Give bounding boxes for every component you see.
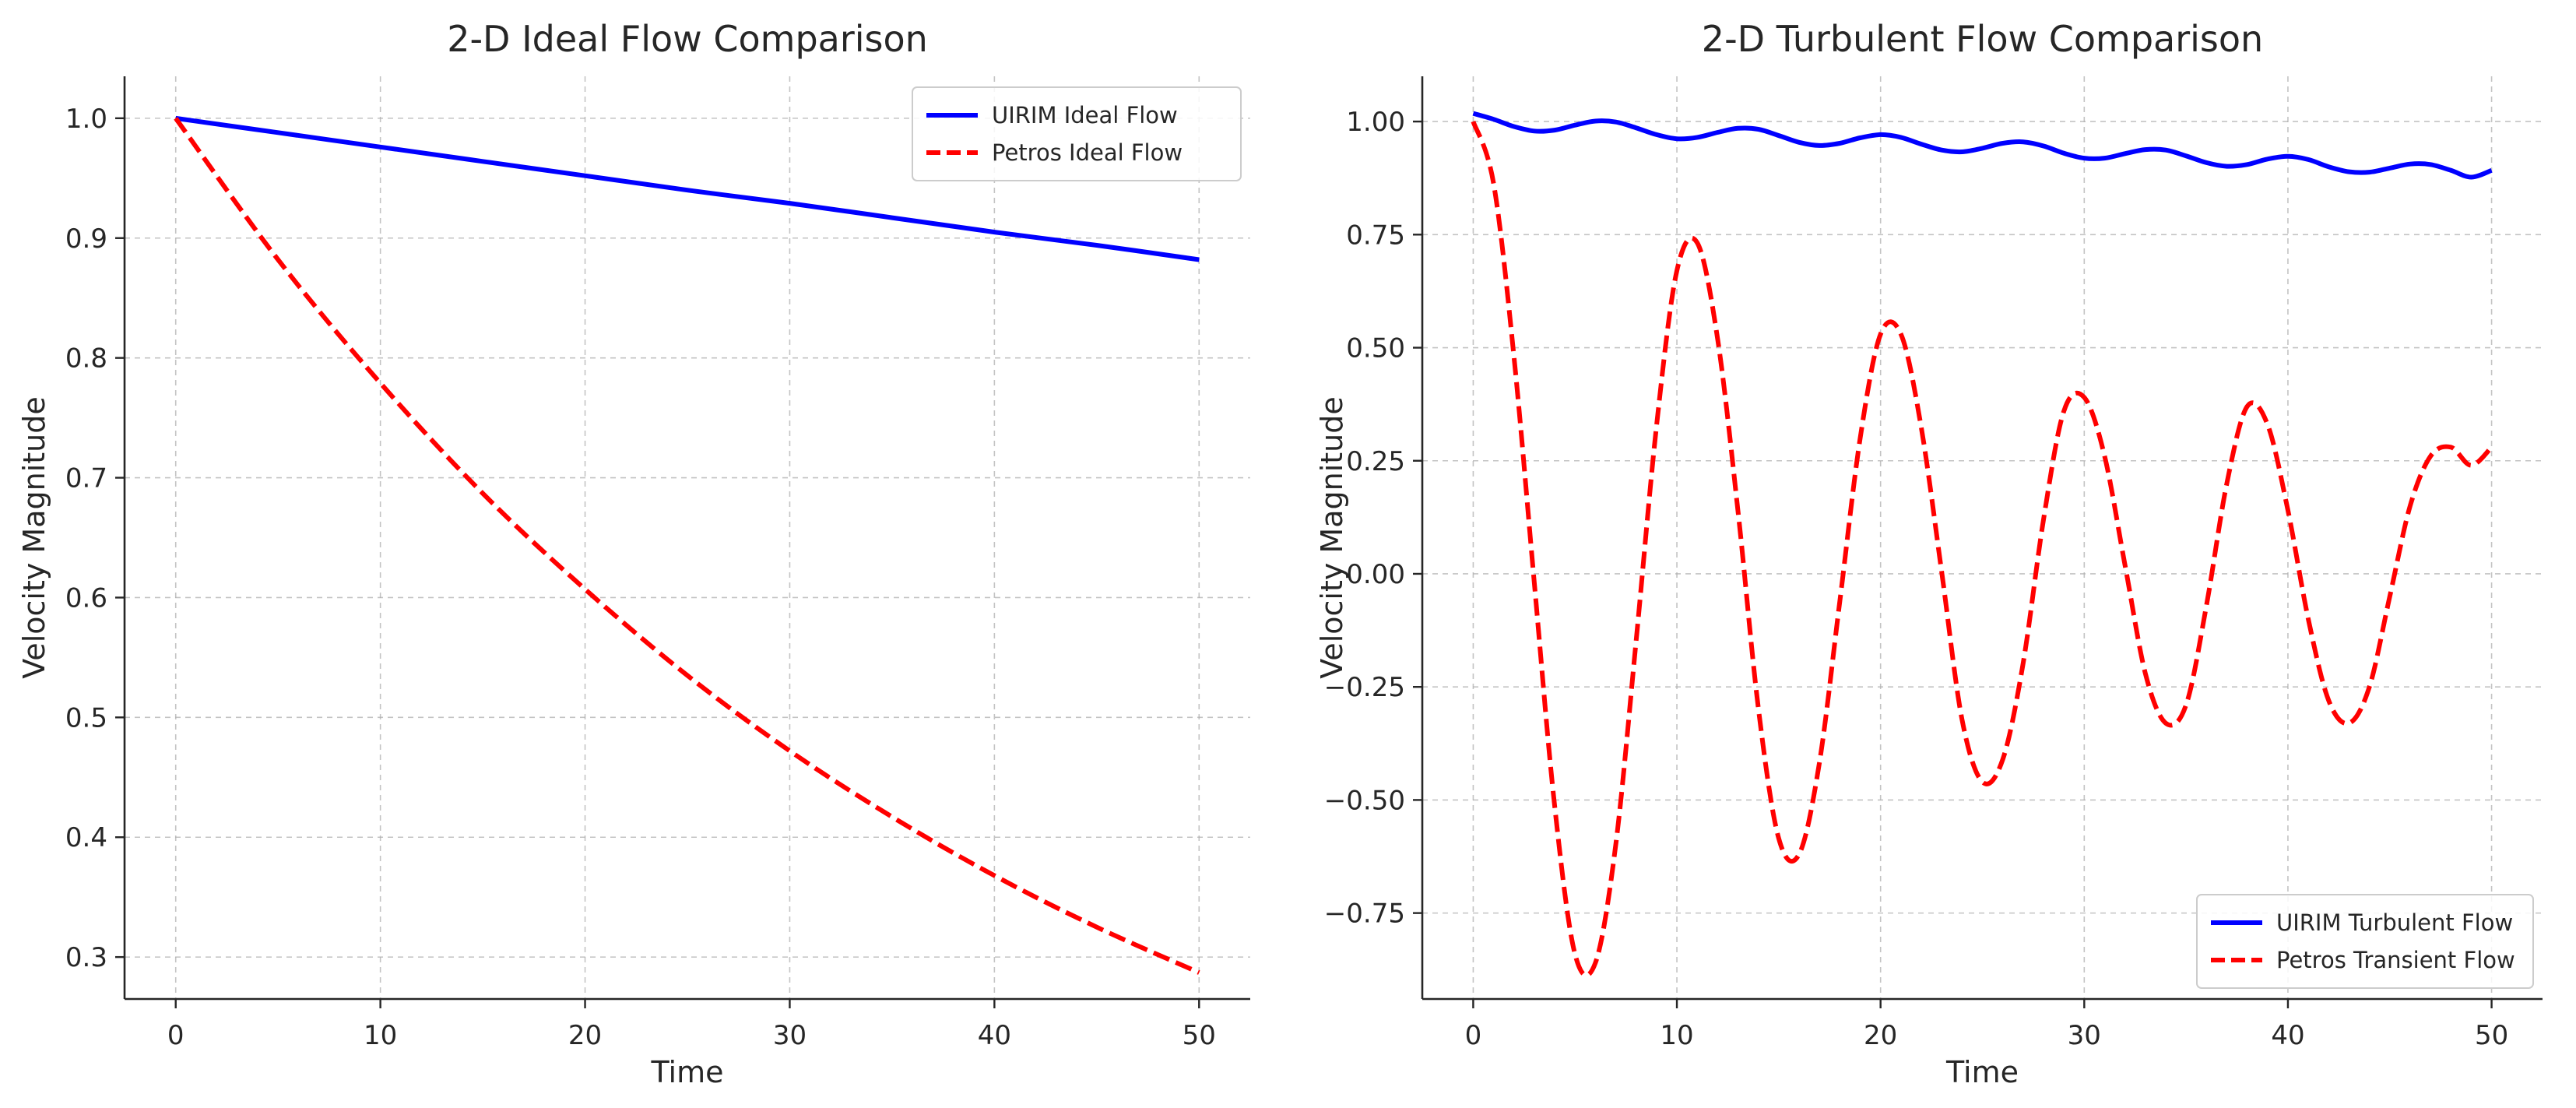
turbulent-flow-ytick-label: 0.25 [1346,446,1405,477]
turbulent-flow-legend-label-petros: Petros Transient Flow [2276,947,2515,973]
ideal-flow-ytick-label: 0.7 [65,463,107,494]
ideal-flow-xtick-label: 50 [1183,1020,1216,1051]
ideal-flow-xtick-label: 40 [978,1020,1011,1051]
turbulent-flow-series [1471,111,2493,978]
turbulent-flow-ytick-label: 0.75 [1346,220,1405,251]
ideal-flow-legend-label-petros: Petros Ideal Flow [992,139,1183,166]
ideal-flow-ticks: 0 10 20 30 40 50 0.3 0.4 0.5 0.6 0.7 0.8 0.9 1.0 [65,104,1216,1051]
turbulent-flow-chart: 0 10 20 30 40 50 −0.75 −0.50 −0.25 0.00 0.25 0.50 0.… [1315,18,2543,1089]
turbulent-flow-ytick-label: 0.00 [1346,559,1405,590]
ideal-flow-series-line-uirim [175,115,1200,262]
ideal-flow-ytick-label: 0.6 [65,582,107,614]
ideal-flow-series-line-petros [174,117,1200,975]
ideal-flow-grid [125,76,1250,999]
turbulent-flow-xtick-label: 20 [1864,1020,1897,1051]
turbulent-flow-ytick-label: 1.00 [1346,107,1405,138]
ideal-flow-ytick-label: 0.4 [65,822,107,853]
turbulent-flow-ylabel: Velocity Magnitude [1315,396,1349,678]
ideal-flow-ylabel: Velocity Magnitude [17,396,51,678]
turbulent-flow-xtick-label: 40 [2271,1020,2304,1051]
turbulent-flow-legend-label-uirim: UIRIM Turbulent Flow [2276,909,2513,936]
ideal-flow-xtick-label: 20 [568,1020,602,1051]
turbulent-flow-series-line-uirim [1472,111,2493,180]
turbulent-flow-ytick-label: −0.25 [1324,672,1405,703]
turbulent-flow-xtick-label: 30 [2068,1020,2101,1051]
ideal-flow-legend-box [912,86,1242,181]
ideal-flow-ytick-label: 0.5 [65,702,107,733]
ideal-flow-legend-label-uirim: UIRIM Ideal Flow [992,102,1178,128]
ideal-flow-ytick-label: 1.0 [65,104,107,135]
ideal-flow-xlabel: Time [651,1055,724,1089]
ideal-flow-spines [123,76,1250,1001]
ideal-flow-title: 2-D Ideal Flow Comparison [447,18,928,60]
ideal-flow-legend: UIRIM Ideal Flow Petros Ideal Flow [912,86,1242,181]
ideal-flow-xtick-label: 30 [773,1020,807,1051]
ideal-flow-ytick-label: 0.3 [65,942,107,973]
turbulent-flow-xtick-label: 0 [1465,1020,1482,1051]
turbulent-flow-ytick-label: −0.75 [1324,899,1405,930]
turbulent-flow-ticks: 0 10 20 30 40 50 −0.75 −0.50 −0.25 0.00 0.25 0.50 0.… [1324,107,2508,1051]
turbulent-flow-legend: UIRIM Turbulent Flow Petros Transient Fl… [2196,894,2534,989]
ideal-flow-ytick-label: 0.9 [65,223,107,255]
ideal-flow-xtick-label: 10 [364,1020,397,1051]
turbulent-flow-title: 2-D Turbulent Flow Comparison [1702,18,2263,60]
ideal-flow-series [174,115,1200,975]
ideal-flow-xtick-label: 0 [167,1020,185,1051]
ideal-flow-ytick-label: 0.8 [65,343,107,375]
turbulent-flow-legend-box [2196,894,2534,989]
turbulent-flow-spines [1421,76,2543,1001]
ideal-flow-chart: 0 10 20 30 40 50 0.3 0.4 0.5 0.6 0.7 0.8 0.9 1.0 2-D … [17,18,1250,1089]
turbulent-flow-ytick-label: −0.50 [1324,785,1405,816]
turbulent-flow-ytick-label: 0.50 [1346,333,1405,364]
turbulent-flow-xlabel: Time [1945,1055,2019,1089]
turbulent-flow-xtick-label: 50 [2475,1020,2508,1051]
turbulent-flow-series-line-petros [1471,121,2493,978]
turbulent-flow-xtick-label: 10 [1660,1020,1693,1051]
